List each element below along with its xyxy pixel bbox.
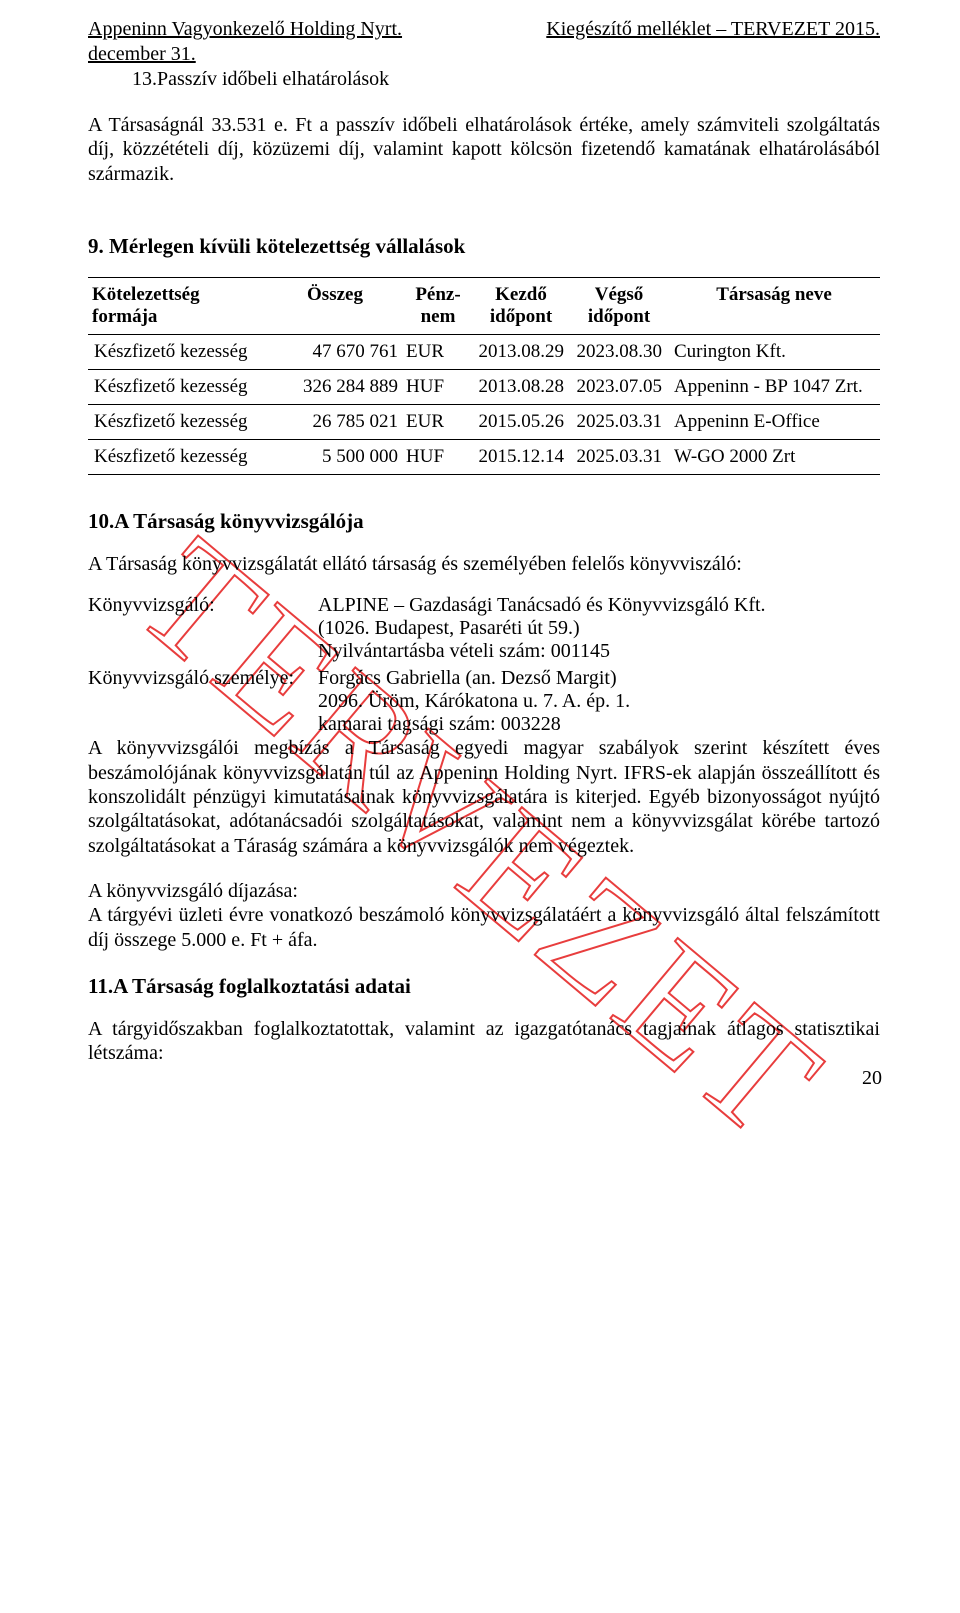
cell-end: 2025.03.31 xyxy=(570,404,668,439)
header-right: Kiegészítő melléklet – TERVEZET 2015. xyxy=(546,18,880,41)
cell-company: Curington Kft. xyxy=(668,334,880,369)
col-end: Végső időpont xyxy=(570,278,668,335)
cell-end: 2025.03.31 xyxy=(570,439,668,474)
cell-amount: 47 670 761 xyxy=(266,334,404,369)
cell-start: 2015.12.14 xyxy=(472,439,570,474)
cell-amount: 326 284 889 xyxy=(266,369,404,404)
section11-paragraph: A tárgyidőszakban foglalkoztatottak, val… xyxy=(88,1017,880,1066)
cell-company: Appeninn E-Office xyxy=(668,404,880,439)
col-form: Kötelezettség formája xyxy=(88,278,266,335)
col-start: Kezdő időpont xyxy=(472,278,570,335)
page-header: Appeninn Vagyonkezelő Holding Nyrt. Kieg… xyxy=(88,18,880,41)
cell-end: 2023.07.05 xyxy=(570,369,668,404)
cell-form: Készfizető kezesség xyxy=(88,334,266,369)
section11-title: 11.A Társaság foglalkoztatási adatai xyxy=(88,974,880,999)
header-date: december 31. xyxy=(88,43,880,66)
cell-form: Készfizető kezesség xyxy=(88,404,266,439)
table-row: Készfizető kezesség47 670 761EUR2013.08.… xyxy=(88,334,880,369)
cell-amount: 26 785 021 xyxy=(266,404,404,439)
cell-amount: 5 500 000 xyxy=(266,439,404,474)
auditor-label: Könyvvizsgáló: xyxy=(88,594,318,617)
cell-currency: HUF xyxy=(404,369,472,404)
cell-start: 2013.08.29 xyxy=(472,334,570,369)
section13-paragraph: A Társaságnál 33.531 e. Ft a passzív idő… xyxy=(88,113,880,186)
cell-company: W-GO 2000 Zrt xyxy=(668,439,880,474)
cell-form: Készfizető kezesség xyxy=(88,369,266,404)
table-row: Készfizető kezesség26 785 021EUR2015.05.… xyxy=(88,404,880,439)
auditor-person-label: Könyvvizsgáló személye: xyxy=(88,667,318,690)
auditor-registration: Nyilvántartásba vételi szám: 001145 xyxy=(318,640,880,663)
section10-paragraph1: A könyvvizsgálói megbízás a Társaság egy… xyxy=(88,736,880,858)
auditor-person-address: 2096. Üröm, Kárókatona u. 7. A. ép. 1. xyxy=(318,690,880,713)
cell-currency: EUR xyxy=(404,334,472,369)
cell-company: Appeninn - BP 1047 Zrt. xyxy=(668,369,880,404)
cell-end: 2023.08.30 xyxy=(570,334,668,369)
table-header-row: Kötelezettség formája Összeg Pénz- nem K… xyxy=(88,278,880,335)
cell-currency: HUF xyxy=(404,439,472,474)
section10-intro: A Társaság könyvvizsgálatát ellátó társa… xyxy=(88,552,880,576)
section10-fee-heading: A könyvvizsgáló díjazása: xyxy=(88,880,880,903)
table-row: Készfizető kezesség5 500 000HUF2015.12.1… xyxy=(88,439,880,474)
auditor-person-registration: kamarai tagsági szám: 003228 xyxy=(318,713,880,736)
col-company: Társaság neve xyxy=(668,278,880,335)
section10-fee-paragraph: A tárgyévi üzleti évre vonatkozó beszámo… xyxy=(88,903,880,952)
col-currency: Pénz- nem xyxy=(404,278,472,335)
header-left: Appeninn Vagyonkezelő Holding Nyrt. xyxy=(88,18,402,41)
section9-title: 9. Mérlegen kívüli kötelezettség vállalá… xyxy=(88,234,880,259)
cell-form: Készfizető kezesség xyxy=(88,439,266,474)
page-number: 20 xyxy=(862,1067,882,1090)
auditor-name: ALPINE – Gazdasági Tanácsadó és Könyvviz… xyxy=(318,594,880,617)
cell-currency: EUR xyxy=(404,404,472,439)
cell-start: 2015.05.26 xyxy=(472,404,570,439)
section13-title: 13.Passzív időbeli elhatárolások xyxy=(132,68,880,91)
section10-title: 10.A Társaság könyvvizsgálója xyxy=(88,509,880,534)
col-amount: Összeg xyxy=(266,278,404,335)
auditor-person-name: Forgács Gabriella (an. Dezső Margit) xyxy=(318,667,880,690)
obligations-table: Kötelezettség formája Összeg Pénz- nem K… xyxy=(88,277,880,475)
auditor-address: (1026. Budapest, Pasaréti út 59.) xyxy=(318,617,880,640)
cell-start: 2013.08.28 xyxy=(472,369,570,404)
table-row: Készfizető kezesség326 284 889HUF2013.08… xyxy=(88,369,880,404)
